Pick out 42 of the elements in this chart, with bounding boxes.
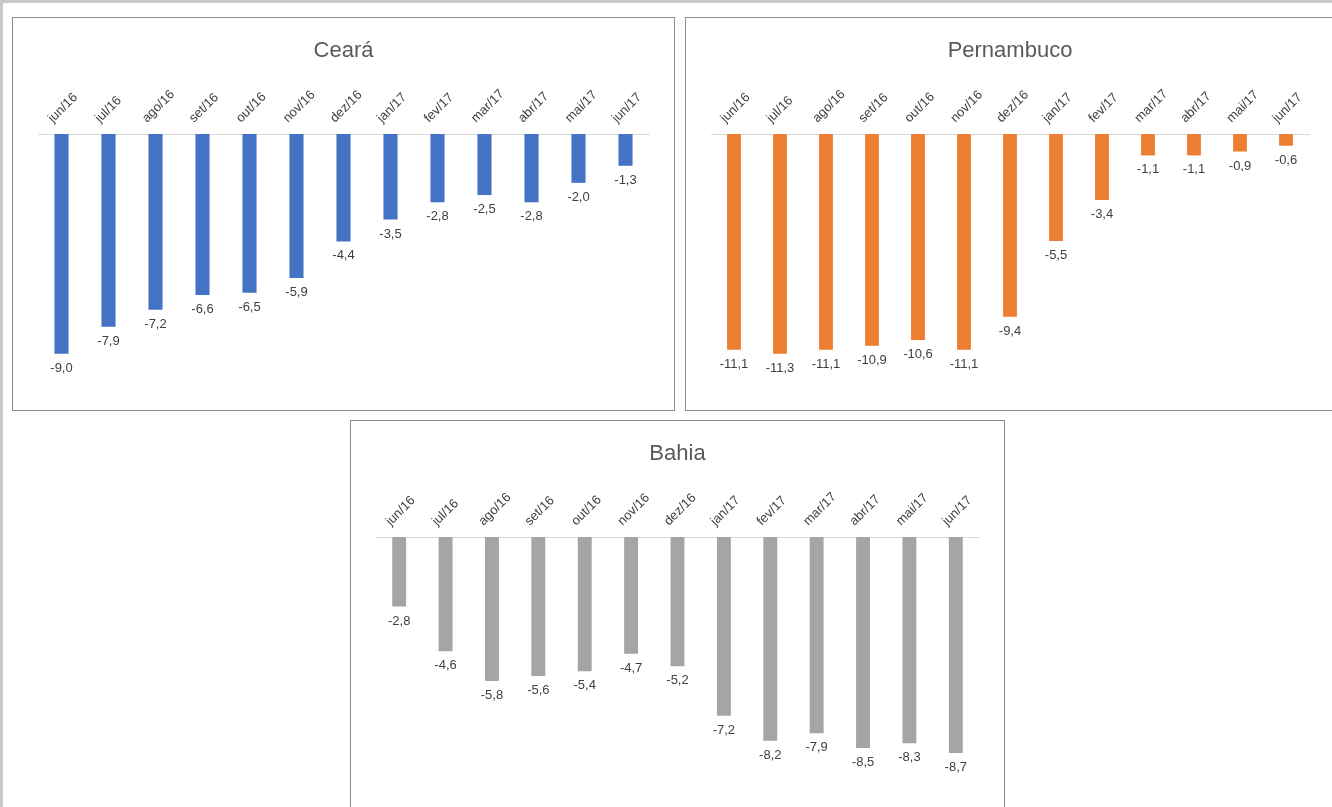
- data-label: -0,9: [1228, 157, 1252, 173]
- data-label: -2,5: [473, 201, 496, 217]
- data-label: -8,5: [851, 754, 875, 770]
- data-label: -9,4: [998, 322, 1022, 338]
- data-label: -11,1: [719, 355, 749, 371]
- data-label: -10,9: [857, 351, 887, 367]
- data-label: -5,2: [666, 672, 689, 688]
- data-label: -5,9: [285, 284, 308, 300]
- data-label: -0,6: [1274, 151, 1298, 167]
- data-label: -11,1: [811, 355, 841, 371]
- data-label: -4,6: [434, 657, 457, 673]
- data-label: -3,4: [1090, 206, 1114, 222]
- data-label: -3,5: [379, 225, 402, 241]
- data-label: -9,0: [50, 359, 73, 375]
- data-label: -8,3: [898, 749, 921, 765]
- data-label: -8,7: [944, 759, 968, 775]
- data-label: -1,1: [1136, 161, 1160, 177]
- data-label: -5,5: [1044, 247, 1068, 263]
- data-label: -5,6: [527, 682, 550, 698]
- data-label: -1,3: [614, 171, 637, 187]
- data-label: -4,4: [332, 247, 355, 263]
- data-label: -6,6: [191, 301, 214, 317]
- chart-title: Ceará: [313, 37, 375, 63]
- data-label: -7,9: [805, 739, 828, 755]
- chart-title: Bahia: [649, 440, 707, 466]
- data-label: -1,1: [1182, 161, 1206, 177]
- data-label: -6,5: [238, 298, 261, 314]
- data-label: -11,1: [949, 355, 979, 371]
- data-label: -7,2: [712, 721, 736, 737]
- data-label: -5,4: [573, 677, 596, 693]
- data-label: -8,2: [759, 746, 782, 762]
- data-label: -4,7: [619, 659, 643, 675]
- data-label: -11,3: [765, 359, 795, 375]
- chart-title: Pernambuco: [947, 37, 1073, 63]
- data-label: -2,8: [426, 208, 449, 224]
- data-label: -10,6: [903, 346, 933, 362]
- data-label: -2,8: [520, 208, 543, 224]
- data-label: -7,2: [144, 315, 167, 331]
- data-label: -7,9: [97, 332, 120, 348]
- data-label: -2,0: [567, 188, 590, 204]
- data-label: -5,8: [480, 687, 504, 703]
- data-label: -2,8: [387, 612, 411, 628]
